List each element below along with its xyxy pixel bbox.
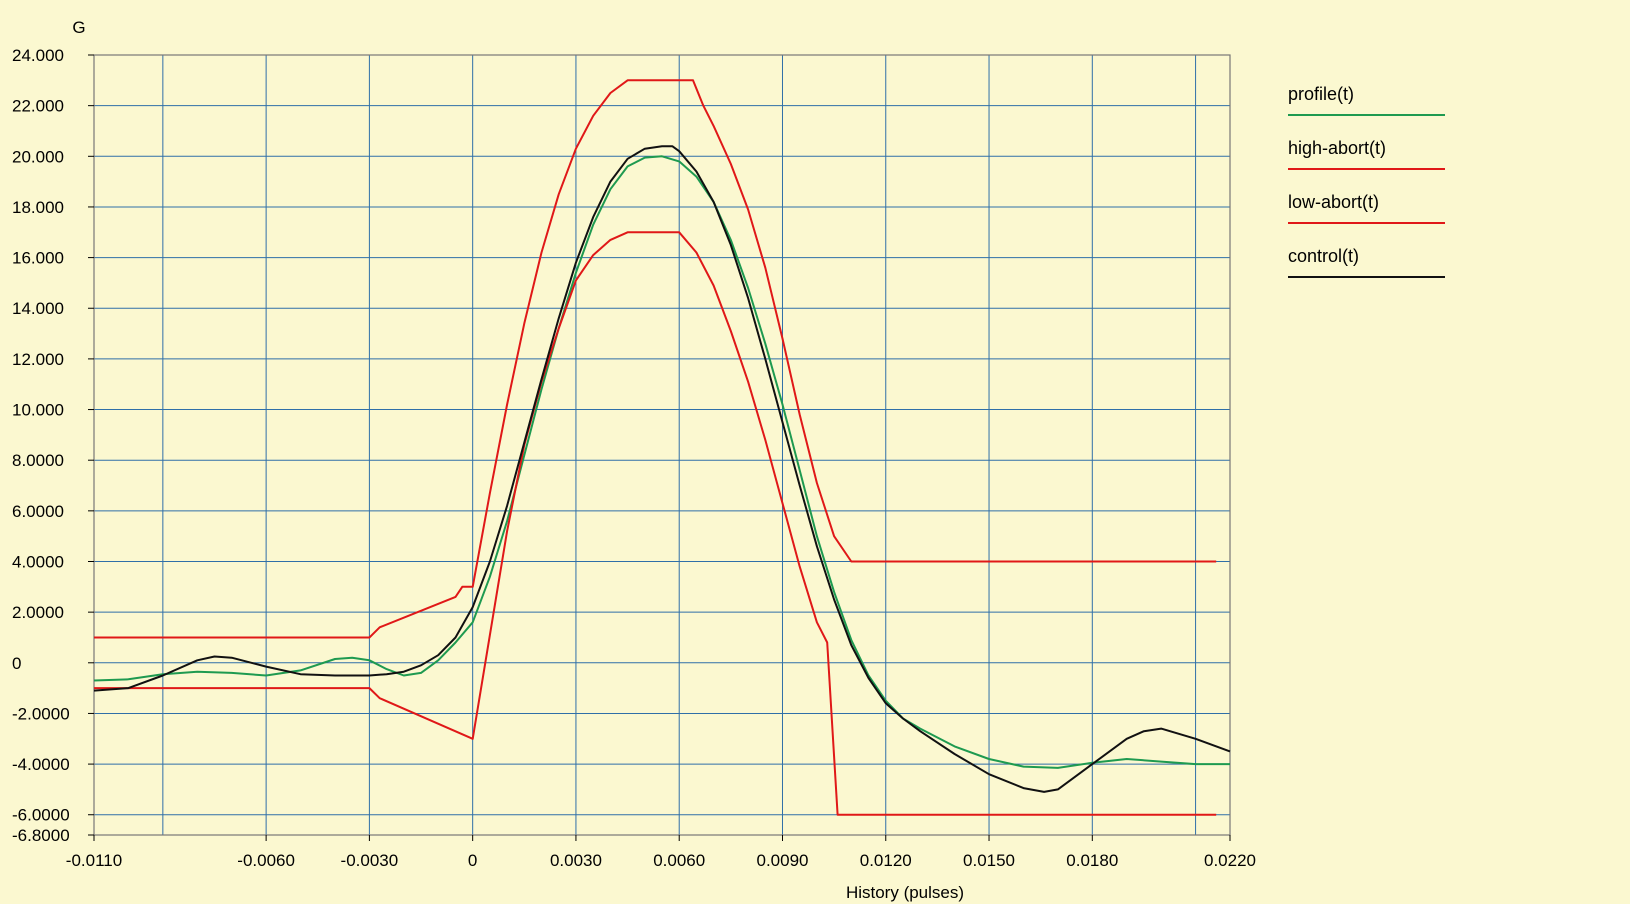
y-tick-label: 16.000 xyxy=(12,249,64,268)
x-axis-title: History (pulses) xyxy=(846,883,964,902)
y-axis-title: G xyxy=(72,18,85,37)
series-line-high-abortt xyxy=(94,79,1217,639)
y-tick-label: 0 xyxy=(12,654,21,673)
x-tick-label: 0.0090 xyxy=(756,851,808,870)
y-tick-label: -4.0000 xyxy=(12,755,70,774)
legend-label: high-abort(t) xyxy=(1288,138,1386,158)
x-tick-label: -0.0110 xyxy=(66,851,122,870)
x-tick-label: -0.0030 xyxy=(341,851,399,870)
y-tick-label: 20.000 xyxy=(12,147,64,166)
y-tick-label: -6.0000 xyxy=(12,806,70,825)
x-tick-label: 0.0150 xyxy=(963,851,1015,870)
x-tick-label: 0.0220 xyxy=(1204,851,1256,870)
y-tick-label: -6.8000 xyxy=(12,826,70,845)
series-lines xyxy=(93,79,1231,816)
x-tick-label: 0.0060 xyxy=(653,851,705,870)
series-line-controlt xyxy=(93,145,1231,793)
series-line-profilet xyxy=(93,155,1230,769)
y-tick-label: 18.000 xyxy=(12,198,64,217)
legend-label: control(t) xyxy=(1288,246,1359,266)
x-tick-label: -0.0060 xyxy=(237,851,295,870)
y-tick-label: 12.000 xyxy=(12,350,64,369)
y-tick-label: -2.0000 xyxy=(12,704,70,723)
axis-ticks: 24.000 22.000 20.000 18.000 16.000 14.000 12.0… xyxy=(12,46,1256,870)
y-tick-label: 22.000 xyxy=(12,97,64,116)
legend-label: profile(t) xyxy=(1288,84,1354,104)
series-line-low-abortt xyxy=(94,231,1217,816)
x-tick-label: 0.0180 xyxy=(1066,851,1118,870)
plot-frame xyxy=(93,54,1231,836)
y-tick-label: 8.0000 xyxy=(12,451,64,470)
x-tick-label: 0.0120 xyxy=(860,851,912,870)
y-tick-label: 2.0000 xyxy=(12,603,64,622)
y-tick-label: 14.000 xyxy=(12,299,64,318)
y-tick-label: 6.0000 xyxy=(12,502,64,521)
legend-label: low-abort(t) xyxy=(1288,192,1379,212)
y-tick-label: 10.000 xyxy=(12,401,64,420)
legend: profile(t) high-abort(t) low-abort(t) contr… xyxy=(1288,84,1445,278)
x-tick-label: 0.0030 xyxy=(550,851,602,870)
y-tick-label: 4.0000 xyxy=(12,552,64,571)
y-tick-label: 24.000 xyxy=(12,46,64,65)
x-tick-label: 0 xyxy=(468,851,477,870)
